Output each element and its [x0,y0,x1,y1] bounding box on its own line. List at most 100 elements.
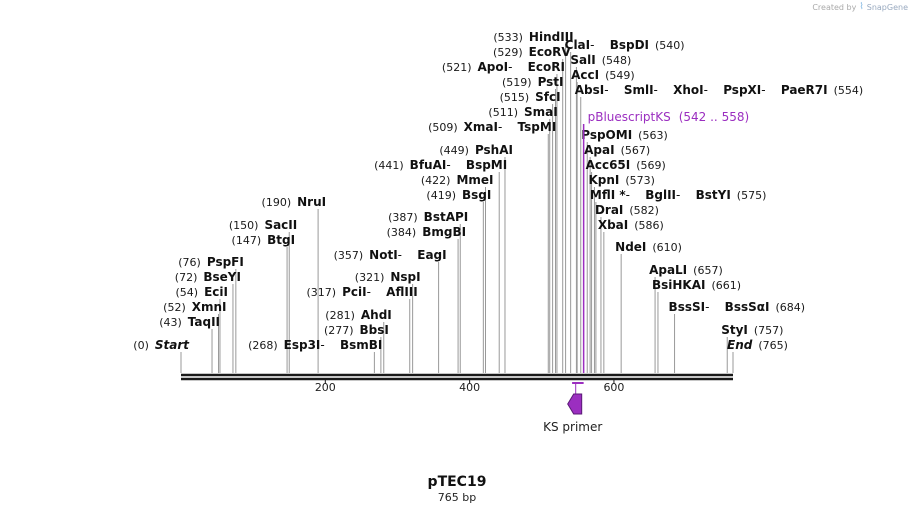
enzyme-name[interactable]: PspFI [207,255,244,269]
enzyme-name[interactable]: EagI [417,248,446,262]
enzyme-name[interactable]: BsgI [462,188,491,202]
enzyme-name[interactable]: Acc65I [586,158,631,172]
enzyme-name[interactable]: TaqII [188,315,220,329]
site-position: (384) [387,226,417,239]
enzyme-name[interactable]: MmeI [456,173,493,187]
site-position: (586) [634,219,664,232]
site-position: (563) [638,129,668,142]
site-position: (515) [500,91,530,104]
axis-tick-label: 400 [459,381,480,394]
enzyme-name[interactable]: AhdI [361,308,392,322]
enzyme-name[interactable]: EcoRV [529,45,572,59]
enzyme-name[interactable]: KpnI [588,173,619,187]
site-separator: - [367,285,371,299]
enzyme-name[interactable]: PspOMI [581,128,632,142]
enzyme-name[interactable]: BsiHKAI [652,278,706,292]
enzyme-name[interactable]: PshAI [475,143,513,157]
enzyme-name[interactable]: BtgI [267,233,295,247]
site-position: (529) [493,46,523,59]
enzyme-name[interactable]: StyI [721,323,748,337]
site-position: (0) [133,339,149,352]
plasmid-name: pTEC19 [428,474,487,490]
enzyme-name[interactable]: BmgBI [422,225,466,239]
feature-label[interactable]: pBluescriptKS [588,110,671,124]
enzyme-name[interactable]: DraI [595,203,623,217]
enzyme-name[interactable]: BspDI [610,38,649,52]
site-position: (54) [175,286,198,299]
site-position: (43) [159,316,182,329]
site-separator: - [761,83,765,97]
enzyme-name[interactable]: SfcI [535,90,560,104]
site-position: (575) [737,189,767,202]
site-position: (72) [175,271,198,284]
enzyme-name[interactable]: TspMI [518,120,557,134]
enzyme-name[interactable]: Esp3I [284,338,321,352]
enzyme-name[interactable]: SalI [570,53,595,67]
enzyme-name[interactable]: BspMI [466,158,507,172]
site-position: (449) [439,144,469,157]
site-position: (419) [426,189,456,202]
enzyme-name[interactable]: XmnI [192,300,227,314]
enzyme-name[interactable]: XmaI [464,120,498,134]
enzyme-name[interactable]: NspI [390,270,420,284]
site-position: (657) [693,264,723,277]
enzyme-name[interactable]: EciI [204,285,228,299]
enzyme-name[interactable]: PciI [342,285,367,299]
enzyme-name[interactable]: SacII [264,218,297,232]
enzyme-name[interactable]: BsmBI [340,338,382,352]
enzyme-name[interactable]: HindIII [529,30,574,44]
site-position: (277) [324,324,354,337]
site-position: (610) [652,241,682,254]
enzyme-name[interactable]: SmaI [524,105,558,119]
site-position: (757) [754,324,784,337]
site-position: (357) [334,249,364,262]
site-position: (573) [625,174,655,187]
enzyme-name[interactable]: ApaI [584,143,614,157]
sequence-axis: 200 400 600 [181,373,733,394]
enzyme-name[interactable]: End [727,338,753,352]
enzyme-name[interactable]: PstI [538,75,564,89]
enzyme-name[interactable]: BglII [645,188,676,202]
primer-arrow[interactable] [567,393,583,415]
enzyme-name[interactable]: Start [155,338,190,352]
enzyme-name[interactable]: ApaLI [649,263,687,277]
enzyme-name[interactable]: BbsI [360,323,389,337]
feature-layer: pBluescriptKS (542 .. 558) KS primer [543,110,749,434]
enzyme-name[interactable]: EcoRI [528,60,565,74]
site-separator: - [446,158,450,172]
site-separator: - [704,83,708,97]
enzyme-name[interactable]: XhoI [673,83,704,97]
site-position: (150) [229,219,259,232]
enzyme-name[interactable]: NotI [369,248,398,262]
enzyme-name[interactable]: AccI [571,68,599,82]
site-separator: - [498,120,502,134]
enzyme-name[interactable]: BfuAI [410,158,447,172]
enzyme-name[interactable]: BseYI [203,270,241,284]
enzyme-name[interactable]: BstAPI [424,210,469,224]
enzyme-name[interactable]: NruI [297,195,326,209]
enzyme-name[interactable]: BssSαI [725,300,770,314]
enzyme-name[interactable]: XbaI [598,218,628,232]
enzyme-name[interactable]: PaeR7I [781,83,828,97]
site-position: (684) [775,301,805,314]
enzyme-name[interactable]: MflI * [590,188,626,202]
axis-tick-label: 200 [315,381,336,394]
enzyme-name[interactable]: PspXI [723,83,761,97]
enzyme-name[interactable]: SmlI [624,83,654,97]
site-position: (582) [629,204,659,217]
credit-text: Created by [812,2,857,12]
site-separator: - [320,338,324,352]
enzyme-name[interactable]: ApoI [478,60,509,74]
snapgene-credit: Created by ⌇ SnapGene [812,2,908,12]
enzyme-name[interactable]: ClaI [565,38,590,52]
site-position: (281) [325,309,355,322]
site-position: (52) [163,301,186,314]
enzyme-name[interactable]: BssSI [669,300,706,314]
site-separator: - [676,188,680,202]
enzyme-name[interactable]: AbsI [575,83,604,97]
enzyme-name[interactable]: BstYI [696,188,731,202]
site-separator: - [604,83,608,97]
enzyme-name[interactable]: NdeI [615,240,646,254]
enzyme-name[interactable]: AflIII [386,285,418,299]
